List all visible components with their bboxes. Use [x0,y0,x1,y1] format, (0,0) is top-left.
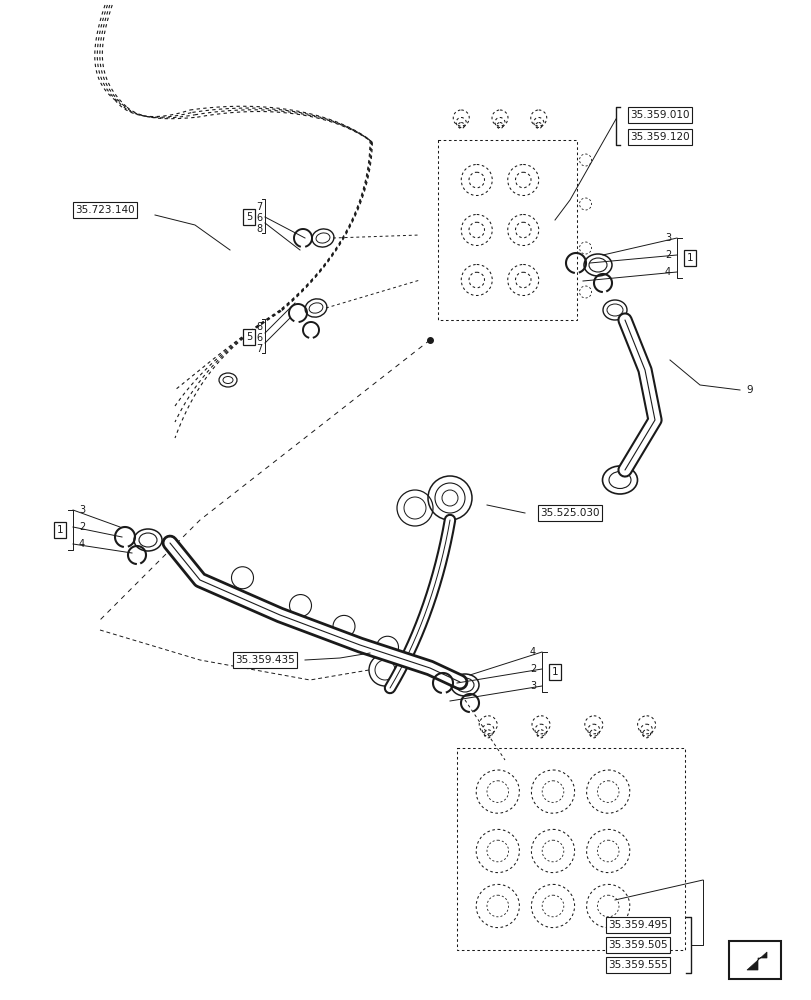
Text: 35.723.140: 35.723.140 [75,205,135,215]
Text: 1: 1 [57,525,63,535]
Text: 8: 8 [255,224,262,234]
Text: 5: 5 [246,212,251,222]
Text: 35.359.555: 35.359.555 [607,960,667,970]
Text: 4: 4 [664,267,670,277]
Text: 6: 6 [255,213,262,223]
Text: 2: 2 [79,522,85,532]
Text: 6: 6 [255,333,262,343]
Polygon shape [746,952,766,970]
Text: 3: 3 [79,505,85,515]
Text: 4: 4 [530,647,535,657]
Text: 1: 1 [551,667,558,677]
Text: 8: 8 [255,322,262,332]
Text: 7: 7 [255,202,262,212]
Text: 3: 3 [530,681,535,691]
Text: 2: 2 [664,250,671,260]
Text: 3: 3 [664,233,670,243]
Text: 7: 7 [255,344,262,354]
Text: 35.359.435: 35.359.435 [235,655,294,665]
Text: 4: 4 [79,539,85,549]
Text: 9: 9 [746,385,753,395]
Text: 1: 1 [686,253,693,263]
Text: 35.359.010: 35.359.010 [629,110,689,120]
Text: 35.359.120: 35.359.120 [629,132,689,142]
Text: 5: 5 [246,332,251,342]
Text: 35.525.030: 35.525.030 [539,508,599,518]
Text: 35.359.505: 35.359.505 [607,940,667,950]
Bar [728,941,780,979]
Text: 35.359.495: 35.359.495 [607,920,667,930]
Text: 2: 2 [530,664,535,674]
